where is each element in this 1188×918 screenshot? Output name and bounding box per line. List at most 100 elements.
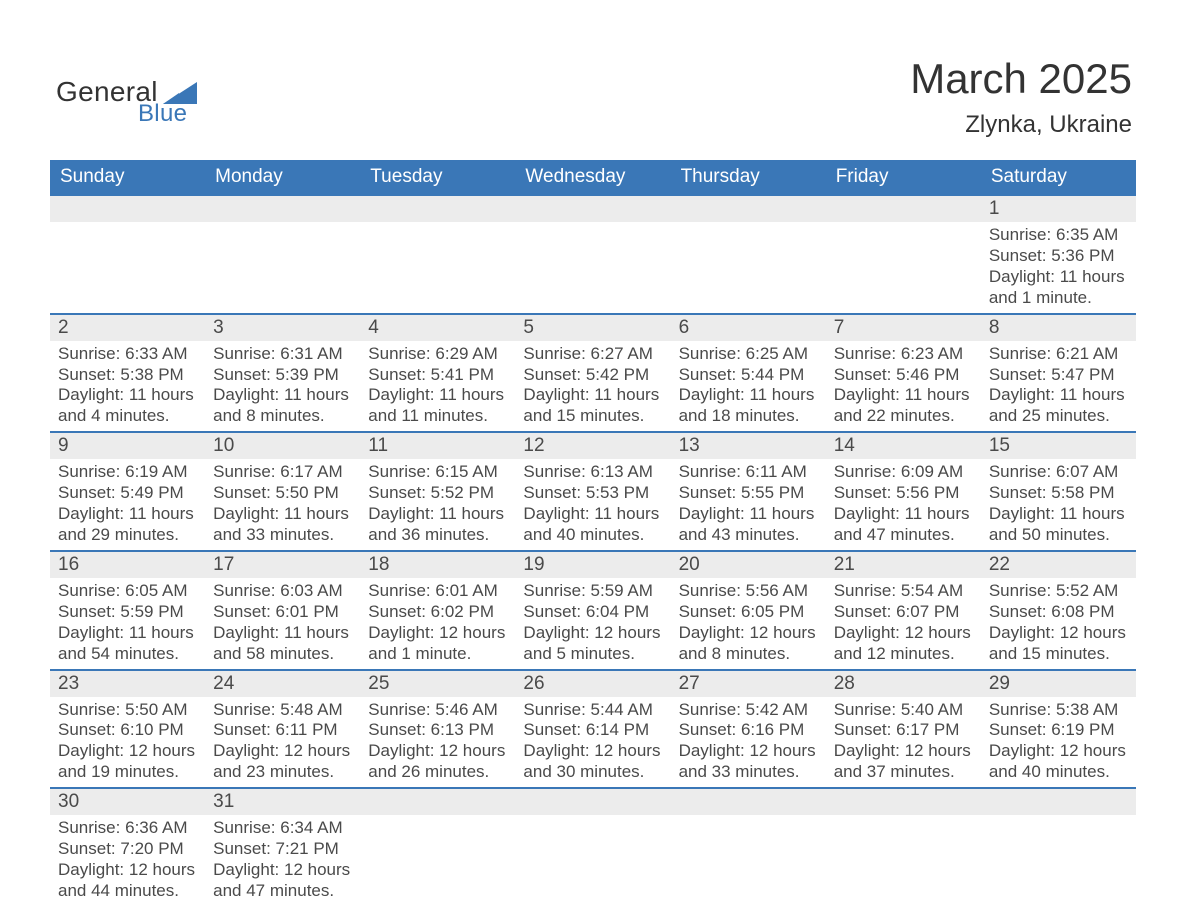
sunset-label: Sunset: [679,365,737,384]
sunrise-value: 6:19 AM [125,462,187,481]
sunrise-line: Sunrise: 6:07 AM [989,462,1130,483]
calendar-daynum-cell: 3 [205,314,360,341]
calendar-table: Sunday Monday Tuesday Wednesday Thursday… [50,160,1136,906]
day-number: 23 [58,673,79,694]
calendar-daynum-cell: 1 [981,195,1136,222]
sunset-label: Sunset: [989,365,1047,384]
daylight-line: Daylight: 11 hours and 36 minutes. [368,504,509,546]
daylight-label: Daylight: [58,504,124,523]
sunset-label: Sunset: [679,483,737,502]
calendar-daynum-cell: 7 [826,314,981,341]
sunset-value: 5:58 PM [1051,483,1114,502]
calendar-daynum-cell: 10 [205,432,360,459]
sunrise-value: 6:07 AM [1056,462,1118,481]
calendar-detail-cell: Sunrise: 6:09 AMSunset: 5:56 PMDaylight:… [826,459,981,551]
sunrise-line: Sunrise: 6:19 AM [58,462,199,483]
sunset-line: Sunset: 6:10 PM [58,720,199,741]
sunrise-line: Sunrise: 6:34 AM [213,818,354,839]
sunset-line: Sunset: 5:59 PM [58,602,199,623]
calendar-detail-cell: Sunrise: 5:42 AMSunset: 6:16 PMDaylight:… [671,697,826,789]
sunset-line: Sunset: 6:16 PM [679,720,820,741]
day-number: 14 [834,435,855,456]
sunset-line: Sunset: 6:08 PM [989,602,1130,623]
sunset-label: Sunset: [679,602,737,621]
calendar-detail-cell: Sunrise: 5:56 AMSunset: 6:05 PMDaylight:… [671,578,826,670]
sunset-line: Sunset: 6:02 PM [368,602,509,623]
calendar-detail-cell [360,222,515,314]
calendar-daynum-cell: 9 [50,432,205,459]
calendar-detail-cell: Sunrise: 5:52 AMSunset: 6:08 PMDaylight:… [981,578,1136,670]
calendar-detail-cell: Sunrise: 5:54 AMSunset: 6:07 PMDaylight:… [826,578,981,670]
calendar-detail-cell: Sunrise: 6:19 AMSunset: 5:49 PMDaylight:… [50,459,205,551]
daylight-line: Daylight: 12 hours and 8 minutes. [679,623,820,665]
sunset-value: 6:04 PM [586,602,649,621]
sunrise-line: Sunrise: 6:05 AM [58,581,199,602]
calendar-detail-cell: Sunrise: 6:25 AMSunset: 5:44 PMDaylight:… [671,341,826,433]
daylight-label: Daylight: [523,741,589,760]
sunset-label: Sunset: [989,483,1047,502]
daylight-line: Daylight: 12 hours and 30 minutes. [523,741,664,783]
daylight-label: Daylight: [679,623,745,642]
sunset-line: Sunset: 5:38 PM [58,365,199,386]
daylight-label: Daylight: [58,623,124,642]
day-number: 10 [213,435,234,456]
sunset-line: Sunset: 6:05 PM [679,602,820,623]
day-number: 30 [58,791,79,812]
sunrise-value: 6:03 AM [280,581,342,600]
daylight-label: Daylight: [58,860,124,879]
day-number: 6 [679,317,690,338]
sunset-value: 5:44 PM [741,365,804,384]
day-number: 8 [989,317,1000,338]
day-number: 4 [368,317,379,338]
day-header: Saturday [981,160,1136,195]
calendar-daynum-cell [515,195,670,222]
sunset-label: Sunset: [58,365,116,384]
daylight-label: Daylight: [523,385,589,404]
daylight-line: Daylight: 12 hours and 1 minute. [368,623,509,665]
calendar-detail-cell [981,815,1136,906]
sunset-label: Sunset: [523,483,581,502]
calendar-daynum-cell [671,195,826,222]
day-number: 21 [834,554,855,575]
sunset-label: Sunset: [368,720,426,739]
day-number: 17 [213,554,234,575]
calendar-detail-row: Sunrise: 6:19 AM Sunset: 5:49 PM Daylight:… [50,459,1136,551]
sunrise-label: Sunrise: [834,344,896,363]
day-number: 31 [213,791,234,812]
calendar-daynum-cell [826,788,981,815]
sunset-label: Sunset: [989,246,1047,265]
sunrise-line: Sunrise: 5:56 AM [679,581,820,602]
calendar-detail-cell [360,815,515,906]
daylight-line: Daylight: 11 hours and 4 minutes. [58,385,199,427]
calendar-detail-cell: Sunrise: 6:27 AMSunset: 5:42 PMDaylight:… [515,341,670,433]
calendar-detail-cell: Sunrise: 5:50 AMSunset: 6:10 PMDaylight:… [50,697,205,789]
calendar-daynum-cell: 25 [360,670,515,697]
sunset-label: Sunset: [58,839,116,858]
daylight-line: Daylight: 12 hours and 19 minutes. [58,741,199,783]
sunrise-line: Sunrise: 5:59 AM [523,581,664,602]
sunset-line: Sunset: 5:36 PM [989,246,1130,267]
calendar-daynum-cell: 12 [515,432,670,459]
calendar-detail-cell: Sunrise: 6:17 AMSunset: 5:50 PMDaylight:… [205,459,360,551]
daylight-line: Daylight: 12 hours and 26 minutes. [368,741,509,783]
sunset-value: 5:49 PM [120,483,183,502]
sunset-label: Sunset: [58,602,116,621]
calendar-daynum-cell: 27 [671,670,826,697]
sunrise-line: Sunrise: 6:33 AM [58,344,199,365]
calendar-detail-cell [515,222,670,314]
daylight-label: Daylight: [213,623,279,642]
sunset-line: Sunset: 5:55 PM [679,483,820,504]
sunset-line: Sunset: 6:07 PM [834,602,975,623]
day-header: Monday [205,160,360,195]
day-header: Friday [826,160,981,195]
daylight-line: Daylight: 11 hours and 33 minutes. [213,504,354,546]
daylight-label: Daylight: [989,504,1055,523]
day-number: 25 [368,673,389,694]
sunset-line: Sunset: 6:13 PM [368,720,509,741]
sunrise-line: Sunrise: 5:44 AM [523,700,664,721]
sunset-label: Sunset: [58,720,116,739]
day-header: Sunday [50,160,205,195]
sunset-value: 5:42 PM [586,365,649,384]
day-number: 27 [679,673,700,694]
daylight-line: Daylight: 11 hours and 8 minutes. [213,385,354,427]
